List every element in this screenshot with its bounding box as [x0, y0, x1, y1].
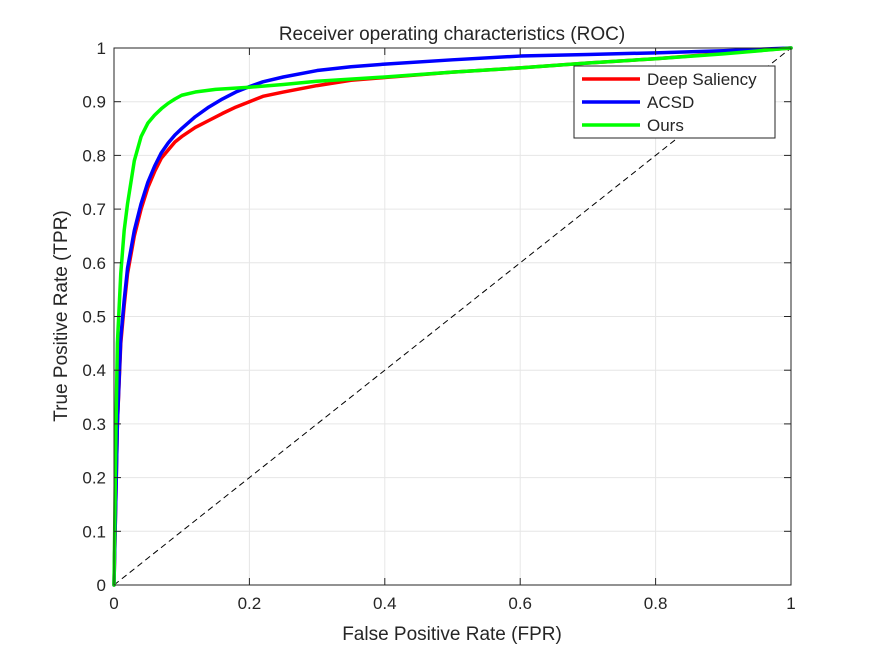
- y-tick-label: 0.1: [82, 522, 106, 541]
- series-layer: [112, 46, 793, 587]
- y-tick-label: 0.5: [82, 308, 106, 327]
- legend-label-ours: Ours: [647, 116, 684, 135]
- y-tick-label: 0: [97, 576, 106, 595]
- y-tick-label: 0.6: [82, 254, 106, 273]
- y-tick-label: 1: [97, 39, 106, 58]
- y-tick-label: 0.8: [82, 146, 106, 165]
- y-tick-label: 0.3: [82, 415, 106, 434]
- y-axis-label: True Positive Rate (TPR): [51, 210, 72, 422]
- x-tick-label: 0: [109, 594, 118, 613]
- y-tick-label: 0.2: [82, 469, 106, 488]
- chart-title: Receiver operating characteristics (ROC): [279, 24, 625, 45]
- tick-labels: 0 0.2 0.4 0.6 0.8 1 0 0.1 0.2 0.3 0.4 0.5 0.6 0.7 0.8 0…: [82, 39, 795, 613]
- y-tick-label: 0.9: [82, 93, 106, 112]
- legend: Deep Saliency ACSD Ours: [573, 65, 776, 139]
- x-tick-label: 0.4: [373, 594, 397, 613]
- series-line-acsd: [112, 46, 793, 587]
- x-tick-label: 0.8: [644, 594, 668, 613]
- legend-items: Deep Saliency ACSD Ours: [582, 70, 757, 135]
- x-tick-label: 0.2: [238, 594, 262, 613]
- y-tick-label: 0.4: [82, 361, 106, 380]
- y-tick-label: 0.7: [82, 200, 106, 219]
- x-axis-label: False Positive Rate (FPR): [342, 624, 562, 645]
- series-line-ours: [112, 46, 793, 587]
- x-tick-label: 0.6: [508, 594, 532, 613]
- x-tick-label: 1: [786, 594, 795, 613]
- legend-label-deep-saliency: Deep Saliency: [647, 70, 757, 89]
- ticks: [113, 47, 792, 586]
- legend-label-acsd: ACSD: [647, 93, 694, 112]
